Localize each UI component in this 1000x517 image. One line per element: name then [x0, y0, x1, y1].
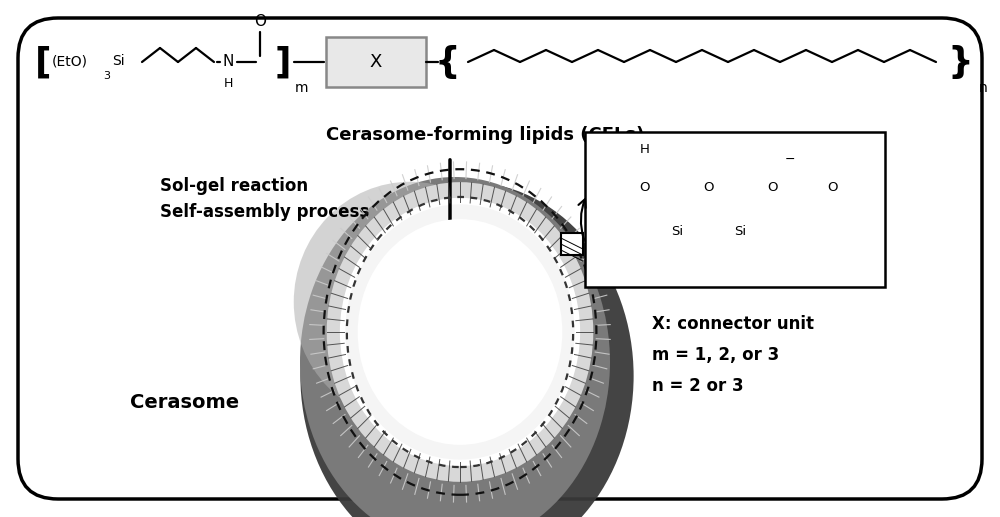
Text: Si: Si — [671, 225, 683, 238]
Text: O: O — [767, 181, 777, 194]
Text: $\bf{\{}$: $\bf{\{}$ — [434, 43, 458, 81]
Text: Si: Si — [112, 54, 125, 68]
Text: N: N — [222, 54, 234, 69]
Text: O: O — [827, 181, 837, 194]
Text: 3: 3 — [103, 71, 110, 81]
Ellipse shape — [340, 198, 580, 466]
Text: Si: Si — [734, 225, 746, 238]
Text: Cerasome: Cerasome — [130, 392, 240, 412]
Text: O: O — [254, 14, 266, 29]
Ellipse shape — [300, 177, 610, 517]
Text: (EtO): (EtO) — [52, 54, 88, 68]
Ellipse shape — [294, 182, 526, 422]
Text: −: − — [785, 153, 795, 166]
Ellipse shape — [327, 182, 593, 482]
Text: $\bf{]}$: $\bf{]}$ — [274, 44, 290, 80]
Text: Cerasome-forming lipids (CFLs): Cerasome-forming lipids (CFLs) — [326, 126, 644, 144]
Text: X: connector unit
m = 1, 2, or 3
n = 2 or 3: X: connector unit m = 1, 2, or 3 n = 2 o… — [652, 315, 814, 394]
Bar — [561, 233, 583, 255]
Bar — [326, 37, 426, 87]
Text: O: O — [703, 181, 713, 194]
Text: H: H — [640, 143, 650, 156]
Ellipse shape — [345, 204, 575, 460]
FancyBboxPatch shape — [18, 18, 982, 499]
Ellipse shape — [358, 219, 562, 445]
Text: $\bf{[}$: $\bf{[}$ — [34, 44, 50, 80]
Text: H: H — [223, 78, 233, 90]
Text: $\bf{\}}$: $\bf{\}}$ — [947, 43, 971, 81]
Text: n: n — [979, 81, 987, 95]
Ellipse shape — [300, 182, 634, 517]
Text: O: O — [640, 181, 650, 194]
Text: X: X — [370, 53, 382, 71]
Text: m: m — [295, 81, 309, 95]
Text: Sol-gel reaction
Self-assembly process: Sol-gel reaction Self-assembly process — [160, 177, 369, 221]
Bar — [585, 132, 885, 287]
